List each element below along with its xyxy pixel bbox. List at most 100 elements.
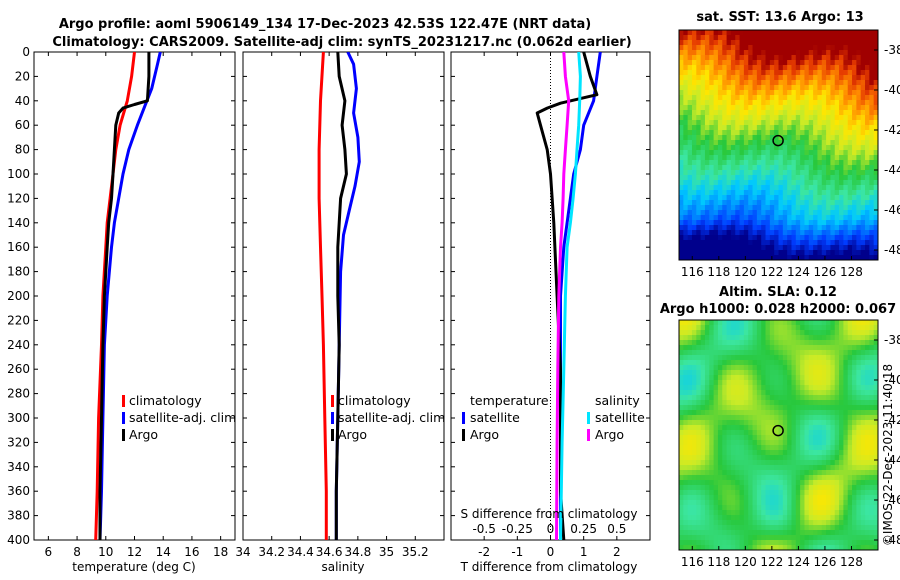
map-cell bbox=[696, 360, 702, 366]
map-cell bbox=[778, 495, 784, 501]
map-cell bbox=[860, 160, 866, 166]
salinity-panel: 34 34.2 34.4 34.6 34.8 35 35.2 bbox=[235, 51, 445, 559]
map-cell bbox=[834, 140, 840, 146]
map-cell bbox=[696, 145, 702, 151]
map-cell bbox=[691, 55, 697, 61]
map-cell bbox=[787, 515, 793, 521]
map-cell bbox=[691, 540, 697, 546]
map-cell bbox=[756, 370, 762, 376]
map-cell bbox=[839, 50, 844, 56]
map-cell bbox=[804, 480, 810, 486]
map-cell bbox=[683, 50, 689, 56]
argo-position-marker bbox=[772, 424, 784, 437]
map-cell bbox=[743, 45, 749, 51]
map-cell bbox=[791, 80, 797, 86]
map-cell bbox=[839, 45, 844, 51]
map-cell bbox=[726, 140, 732, 146]
map-cell bbox=[717, 450, 723, 456]
map-cell bbox=[869, 445, 875, 451]
map-cell bbox=[713, 445, 719, 451]
map-cell bbox=[722, 400, 728, 406]
map-frame bbox=[678, 29, 879, 261]
map-cell bbox=[704, 390, 710, 396]
map-cell bbox=[856, 415, 862, 421]
map-cell bbox=[752, 385, 758, 391]
map-cell bbox=[691, 320, 697, 326]
map-cell bbox=[691, 530, 697, 536]
map-cell bbox=[869, 370, 875, 376]
map-cell bbox=[804, 200, 810, 206]
x-tick-label: 8 bbox=[73, 545, 81, 559]
map-cell bbox=[860, 60, 866, 66]
map-cell bbox=[813, 485, 819, 491]
y-tick-label: 40 bbox=[15, 94, 30, 108]
map-cell bbox=[726, 420, 732, 426]
map-cell bbox=[856, 515, 862, 521]
map-cell bbox=[691, 100, 697, 106]
map-cell bbox=[834, 170, 840, 176]
map-cell bbox=[852, 65, 857, 71]
map-cell bbox=[743, 220, 749, 226]
map-cell bbox=[847, 205, 853, 211]
map-cell bbox=[739, 145, 745, 151]
map-cell bbox=[713, 430, 719, 436]
map-cell bbox=[735, 195, 741, 201]
map-cell bbox=[839, 170, 844, 176]
map-cell bbox=[691, 45, 697, 51]
map-cell bbox=[765, 480, 771, 486]
map-cell bbox=[813, 460, 819, 466]
map-cell bbox=[856, 530, 862, 536]
map-cell bbox=[700, 500, 706, 506]
map-cell bbox=[826, 480, 832, 486]
map-cell bbox=[761, 240, 767, 246]
map-cell bbox=[817, 205, 823, 211]
map-cell bbox=[860, 145, 866, 151]
map-cell bbox=[748, 85, 754, 91]
map-cell bbox=[743, 445, 749, 451]
map-cell bbox=[830, 40, 836, 46]
map-cell bbox=[739, 360, 745, 366]
map-cell bbox=[730, 200, 736, 206]
map-cell bbox=[839, 380, 844, 386]
map-cell bbox=[722, 250, 728, 256]
map-cell bbox=[752, 110, 758, 116]
map-cell bbox=[683, 140, 689, 146]
map-cell bbox=[756, 250, 762, 256]
map-cell bbox=[843, 430, 849, 436]
map-cell bbox=[709, 485, 715, 491]
map-cell bbox=[843, 155, 849, 161]
map-cell bbox=[787, 475, 793, 481]
map-cell bbox=[843, 495, 849, 501]
map-cell bbox=[791, 425, 797, 431]
map-cell bbox=[739, 470, 745, 476]
map-cell bbox=[787, 440, 793, 446]
map-cell bbox=[700, 105, 706, 111]
map-cell bbox=[856, 390, 862, 396]
x-tick-label: 35.2 bbox=[402, 545, 429, 559]
map-cell bbox=[743, 480, 749, 486]
map-cell bbox=[769, 500, 775, 506]
map-cell bbox=[787, 100, 793, 106]
map-cell bbox=[804, 245, 810, 251]
map-cell bbox=[813, 40, 819, 46]
map-cell bbox=[852, 60, 857, 66]
map-cell bbox=[834, 335, 840, 341]
map-cell bbox=[709, 70, 715, 76]
map-cell bbox=[730, 355, 736, 361]
map-cell bbox=[817, 160, 823, 166]
map-cell bbox=[717, 385, 723, 391]
map-cell bbox=[761, 420, 767, 426]
map-cell bbox=[847, 125, 853, 131]
map-cell bbox=[830, 95, 836, 101]
map-cell bbox=[691, 60, 697, 66]
map-cell bbox=[813, 450, 819, 456]
map-cell bbox=[726, 530, 732, 536]
map-cell bbox=[808, 515, 814, 521]
x-tick-label: 12 bbox=[127, 545, 142, 559]
map-cell bbox=[804, 380, 810, 386]
map-cell bbox=[830, 115, 836, 121]
map-cell bbox=[856, 160, 862, 166]
map-cell bbox=[787, 215, 793, 221]
map-cell bbox=[821, 415, 827, 421]
map-cell bbox=[765, 390, 771, 396]
